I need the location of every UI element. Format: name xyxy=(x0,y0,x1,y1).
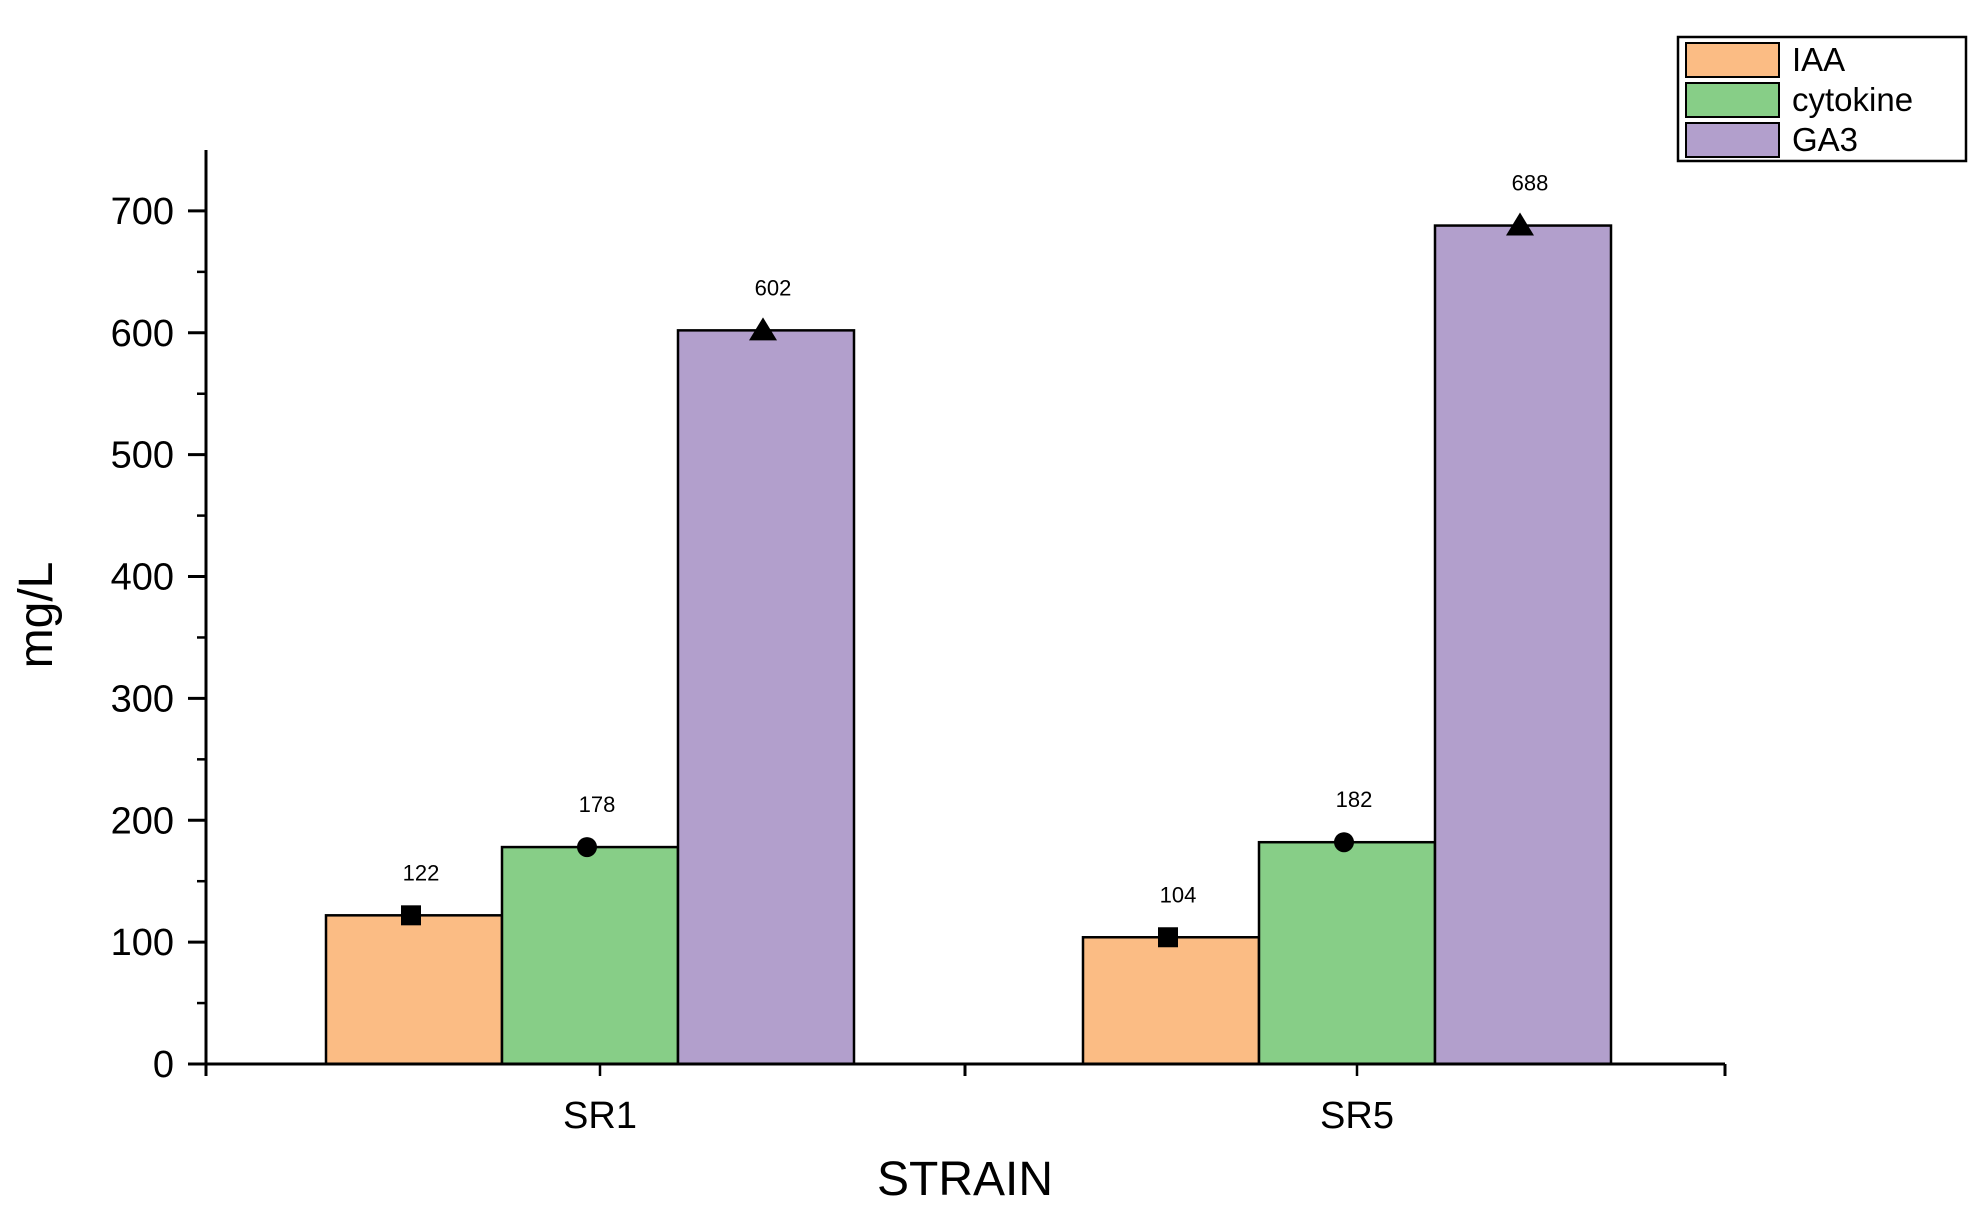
bar-cytokine-SR5 xyxy=(1257,840,1437,1066)
data-label-GA3-SR1: 602 xyxy=(755,275,792,300)
marker-square xyxy=(1158,927,1178,948)
marker-circle xyxy=(577,837,597,858)
y-tick-label: 600 xyxy=(111,313,174,355)
markers-layer xyxy=(401,212,1534,948)
legend-swatch-GA3 xyxy=(1685,122,1780,158)
axes xyxy=(188,150,1727,1076)
data-label-cytokine-SR1: 178 xyxy=(579,792,616,817)
y-tick-label: 0 xyxy=(153,1044,174,1086)
marker-triangle xyxy=(749,317,777,341)
y-tick-label: 300 xyxy=(111,678,174,720)
bar-GA3-SR1 xyxy=(676,329,856,1066)
legend-swatch-cytokine xyxy=(1685,82,1780,118)
y-axis-title: mg/L xyxy=(10,562,63,669)
y-tick-label: 700 xyxy=(111,191,174,233)
marker-triangle xyxy=(1506,212,1534,236)
data-label-GA3-SR5: 688 xyxy=(1512,171,1549,196)
x-tick-label: SR5 xyxy=(1320,1095,1394,1137)
y-tick-label: 400 xyxy=(111,557,174,599)
data-label-IAA-SR5: 104 xyxy=(1160,882,1197,907)
marker-square xyxy=(401,905,421,926)
data-label-cytokine-SR5: 182 xyxy=(1336,787,1373,812)
y-tick-label: 100 xyxy=(111,922,174,964)
bars-layer xyxy=(324,224,1613,1066)
x-tick-label: SR1 xyxy=(563,1095,637,1137)
marker-circle xyxy=(1334,832,1354,853)
legend-label-cytokine: cytokine xyxy=(1792,81,1913,118)
data-label-IAA-SR1: 122 xyxy=(403,860,440,885)
data-labels-layer: 122 104 178 182 602 688 xyxy=(403,171,1549,908)
x-axis-title: STRAIN xyxy=(877,1153,1053,1206)
legend-label-GA3: GA3 xyxy=(1792,121,1858,158)
bar-IAA-SR5 xyxy=(1081,936,1261,1066)
bar-cytokine-SR1 xyxy=(500,845,680,1066)
legend-label-IAA: IAA xyxy=(1792,41,1845,78)
tick-labels: 0 100 200 300 400 500 600 700 SR1 SR5 xyxy=(111,191,1394,1137)
bar-GA3-SR5 xyxy=(1433,224,1613,1066)
y-tick-label: 500 xyxy=(111,435,174,477)
bar-IAA-SR1 xyxy=(324,914,504,1066)
legend-swatch-IAA xyxy=(1685,42,1780,78)
y-tick-label: 200 xyxy=(111,800,174,842)
